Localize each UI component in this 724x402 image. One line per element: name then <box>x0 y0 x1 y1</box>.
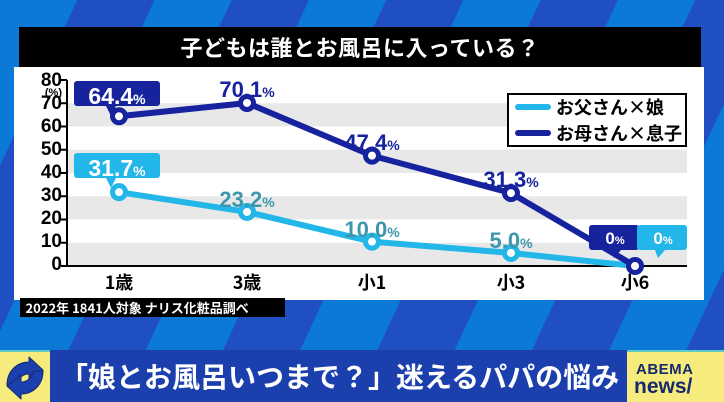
svg-text:小1: 小1 <box>358 269 387 295</box>
svg-text:0: 0 <box>51 254 62 275</box>
svg-text:10: 10 <box>41 231 62 252</box>
svg-text:20: 20 <box>41 208 62 229</box>
svg-text:5.0%: 5.0% <box>489 228 533 253</box>
svg-text:60: 60 <box>41 116 62 137</box>
svg-text:70.1%: 70.1% <box>219 77 275 102</box>
svg-text:お母さん×息子: お母さん×息子 <box>556 120 682 146</box>
svg-text:3歳: 3歳 <box>233 269 262 295</box>
svg-text:news/: news/ <box>634 375 693 398</box>
svg-text:47.4%: 47.4% <box>344 130 400 155</box>
svg-text:小3: 小3 <box>497 269 526 295</box>
svg-text:(%): (%) <box>45 87 62 99</box>
svg-text:40: 40 <box>41 162 62 183</box>
svg-text:23.2%: 23.2% <box>219 187 275 212</box>
svg-text:10.0%: 10.0% <box>344 217 400 242</box>
svg-text:30: 30 <box>41 185 62 206</box>
svg-text:お父さん×娘: お父さん×娘 <box>556 94 664 120</box>
svg-text:50: 50 <box>41 139 62 160</box>
svg-text:1歳: 1歳 <box>105 269 134 295</box>
